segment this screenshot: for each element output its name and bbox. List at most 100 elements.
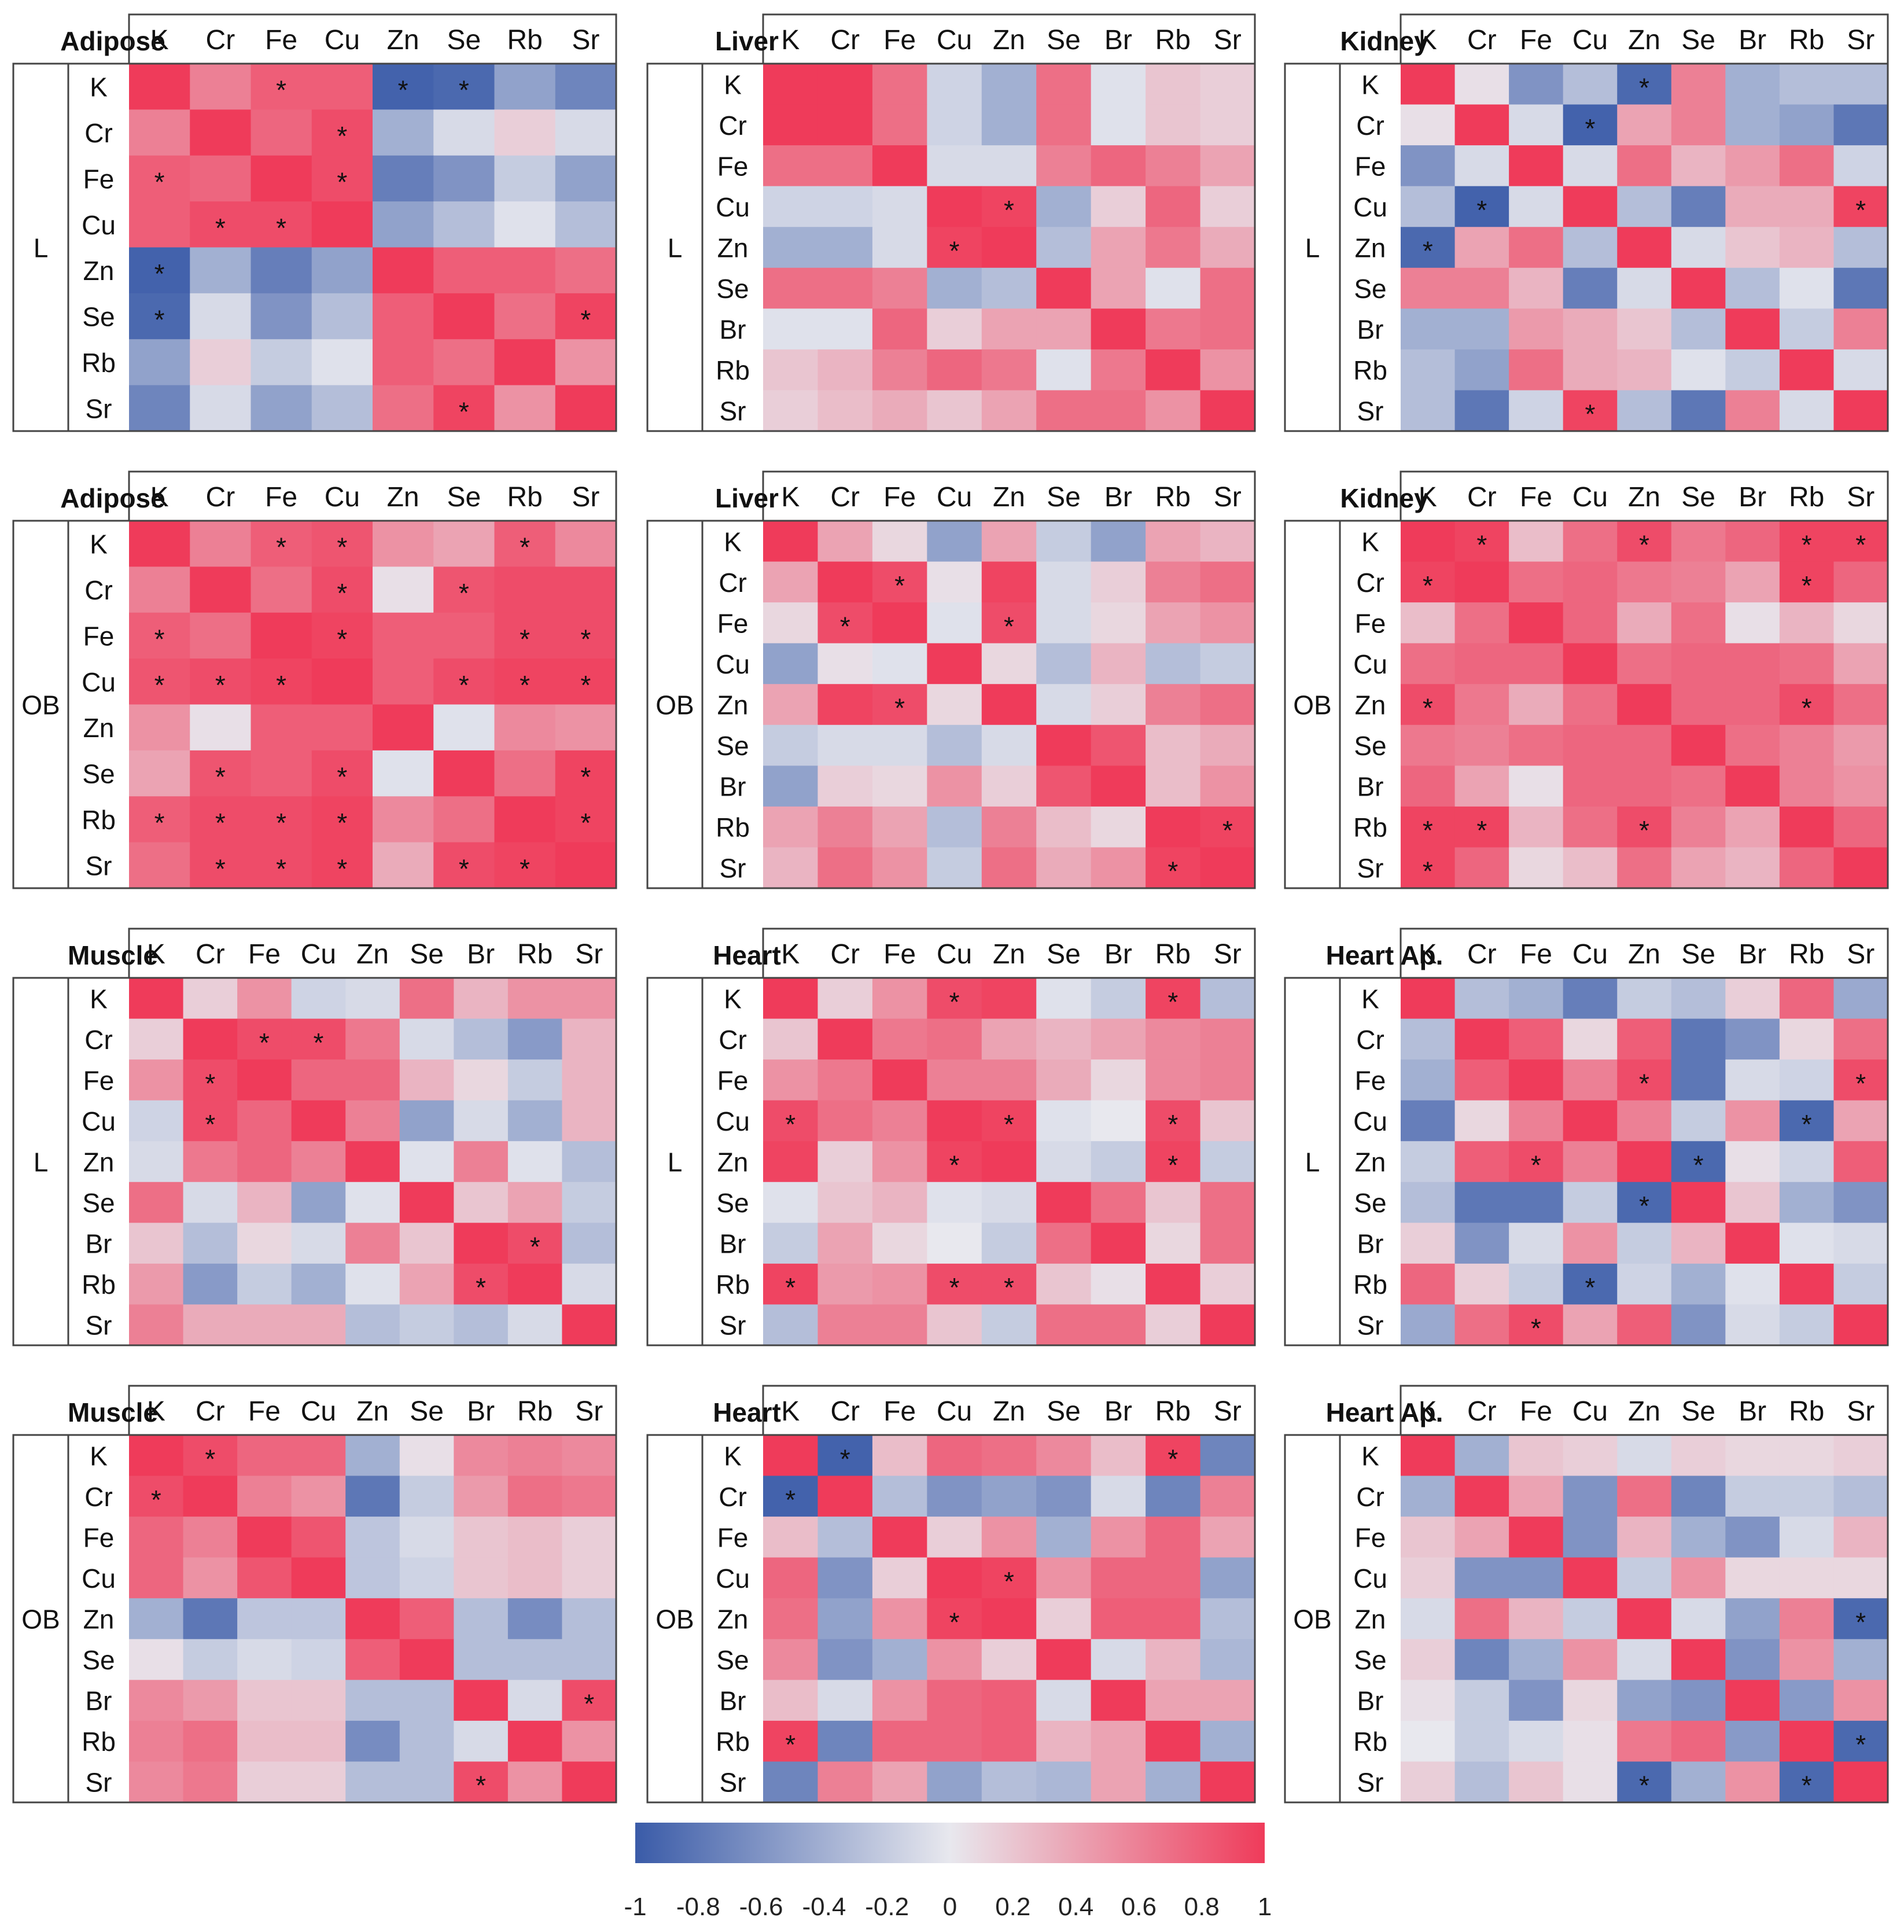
heatmap-cell-se-se bbox=[1671, 1639, 1726, 1680]
heatmap-cell-k-fe bbox=[237, 978, 292, 1020]
significance-star: * bbox=[1639, 1068, 1649, 1098]
row-label-fe: Fe bbox=[1355, 151, 1386, 181]
heatmap-cell-cr-k bbox=[763, 1475, 819, 1517]
heatmap-cell-cu-se bbox=[1671, 1100, 1726, 1142]
row-label-k: K bbox=[724, 69, 742, 100]
heatmap-cell-rb-se bbox=[1036, 806, 1092, 848]
heatmap-cell-sr-k bbox=[1401, 390, 1456, 432]
heatmap-cell-zn-rb bbox=[1779, 1598, 1835, 1640]
heatmap-cell-cr-se bbox=[433, 566, 495, 613]
heatmap-cell-cu-cu bbox=[1563, 1100, 1618, 1142]
header-frame bbox=[1400, 928, 1889, 979]
heatmap-cell-zn-fe bbox=[1509, 1141, 1564, 1183]
row-label-sr: Sr bbox=[86, 851, 112, 881]
heatmap-cell-k-sr bbox=[562, 978, 617, 1020]
heatmap-cell-zn-fe bbox=[872, 227, 927, 268]
heatmap-cell-rb-cr bbox=[183, 1720, 238, 1762]
heatmap-cell-sr-rb bbox=[1779, 1304, 1835, 1346]
heatmap-cell-k-rb bbox=[494, 521, 556, 567]
column-label-rb: Rb bbox=[1155, 482, 1191, 513]
heatmap-cell-sr-k bbox=[1401, 1304, 1456, 1346]
header-frame bbox=[762, 13, 1256, 65]
row-label-fe: Fe bbox=[717, 1522, 749, 1552]
heatmap-cell-br-rb bbox=[1146, 1680, 1201, 1721]
heatmap-cell-br-cr bbox=[817, 1680, 873, 1721]
heatmap-cell-se-rb bbox=[507, 1639, 563, 1680]
heatmap-cell-rb-zn bbox=[373, 796, 434, 843]
heatmap-cell-rb-zn bbox=[1617, 1720, 1672, 1762]
column-label-k: K bbox=[147, 939, 165, 970]
column-label-sr: Sr bbox=[1214, 25, 1242, 56]
row-label-cu: Cu bbox=[1353, 192, 1387, 222]
heatmap-cell-rb-sr bbox=[555, 796, 617, 843]
row-label-br: Br bbox=[720, 315, 746, 345]
heatmap-cell-br-cu bbox=[927, 1223, 982, 1264]
heatmap-cell-br-rb bbox=[1779, 308, 1835, 350]
heatmap-cell-k-k bbox=[763, 1435, 819, 1477]
heatmap-cell-rb-sr bbox=[1200, 1263, 1255, 1305]
column-label-se: Se bbox=[1681, 1396, 1715, 1427]
row-label-br: Br bbox=[1357, 315, 1384, 345]
heatmap-cell-cr-cu bbox=[927, 1018, 982, 1060]
heatmap-cell-cu-fe bbox=[237, 1557, 292, 1599]
heatmap-cell-fe-sr bbox=[1200, 145, 1255, 187]
column-label-cr: Cr bbox=[1467, 939, 1497, 970]
heatmap-cell-zn-zn bbox=[981, 1598, 1037, 1640]
heatmap-cell-cr-zn bbox=[981, 1475, 1037, 1517]
heatmap-cell-cr-sr bbox=[1200, 561, 1255, 603]
heatmap-cell-zn-cr bbox=[817, 1141, 873, 1183]
heatmap-cell-cu-br bbox=[454, 1557, 509, 1599]
heatmap-cell-cr-se bbox=[1036, 1475, 1092, 1517]
heatmap-cell-sr-rb bbox=[1146, 1304, 1201, 1346]
column-label-cr: Cr bbox=[196, 939, 225, 970]
heatmap-cell-fe-rb bbox=[507, 1059, 563, 1101]
heatmap-cell-fe-cu bbox=[291, 1059, 346, 1101]
significance-star: * bbox=[215, 853, 226, 884]
column-label-cu: Cu bbox=[1572, 25, 1608, 56]
heatmap-cell-k-br bbox=[1091, 978, 1146, 1020]
heatmap-cell-se-rb bbox=[1779, 1639, 1835, 1680]
column-label-fe: Fe bbox=[248, 939, 281, 970]
heatmap-cell-fe-zn bbox=[981, 1059, 1037, 1101]
heatmap-cell-se-fe bbox=[872, 1182, 927, 1223]
column-label-k: K bbox=[1419, 1396, 1437, 1427]
heatmap-cell-br-br bbox=[1091, 1223, 1146, 1264]
heatmap-cell-br-zn bbox=[1617, 1680, 1672, 1721]
significance-star: * bbox=[949, 1607, 960, 1637]
heatmap-cell-cr-zn bbox=[981, 104, 1037, 146]
significance-star: * bbox=[1585, 1272, 1595, 1302]
heatmap-cell-se-cu bbox=[927, 1639, 982, 1680]
heatmap-cell-cr-cu bbox=[1563, 1018, 1618, 1060]
heatmap-cell-cu-fe bbox=[1509, 1557, 1564, 1599]
heatmap-cell-cr-rb bbox=[494, 109, 556, 156]
heatmap-cell-se-sr bbox=[1833, 1182, 1888, 1223]
significance-star: * bbox=[337, 853, 347, 884]
header-frame bbox=[762, 470, 1256, 522]
heatmap-cell-sr-se bbox=[1036, 847, 1092, 889]
heatmap-cell-br-sr bbox=[562, 1680, 617, 1721]
heatmap-cell-zn-sr bbox=[555, 704, 617, 751]
column-label-k: K bbox=[1419, 482, 1437, 513]
heatmap-cell-rb-cu bbox=[311, 796, 373, 843]
heatmap-cell-zn-cu bbox=[1563, 1598, 1618, 1640]
heatmap-cell-cu-k bbox=[763, 643, 819, 685]
heatmap-cell-se-br bbox=[1725, 1182, 1780, 1223]
heatmap-cell-br-sr bbox=[1200, 308, 1255, 350]
heatmap-cell-k-fe bbox=[1509, 1435, 1564, 1477]
heatmap-cell-fe-se bbox=[1036, 145, 1092, 187]
heatmap-cell-se-fe bbox=[1509, 1639, 1564, 1680]
heatmap-cell-sr-k bbox=[763, 1761, 819, 1803]
heatmap-cell-cu-cr bbox=[190, 201, 252, 248]
heatmap-cell-rb-rb bbox=[1146, 1263, 1201, 1305]
heatmap-cell-cr-cr bbox=[817, 1475, 873, 1517]
heatmap-cell-sr-cu bbox=[927, 1304, 982, 1346]
row-label-k: K bbox=[724, 1441, 742, 1471]
heatmap-cell-fe-br bbox=[1091, 1517, 1146, 1558]
heatmap-cell-se-fe bbox=[872, 267, 927, 309]
heatmap-cell-se-zn bbox=[981, 1639, 1037, 1680]
heatmap-cell-se-sr bbox=[555, 293, 617, 340]
heatmap-cell-cr-zn bbox=[1617, 1018, 1672, 1060]
heatmap-cell-se-fe bbox=[251, 750, 312, 797]
heatmap-cell-cu-cu bbox=[291, 1100, 346, 1142]
heatmap-cell-rb-se bbox=[1671, 1263, 1726, 1305]
